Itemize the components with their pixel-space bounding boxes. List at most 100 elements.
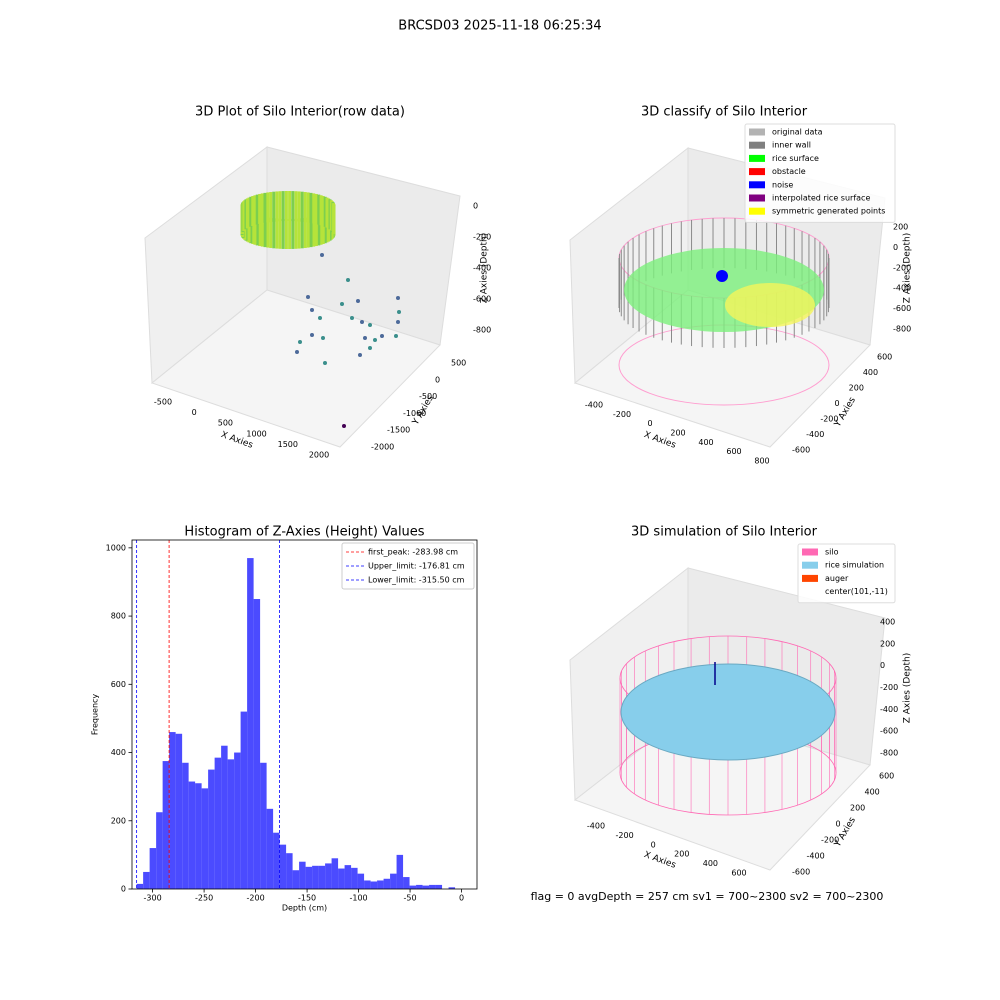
cloud-point <box>323 361 327 365</box>
z-tick-label: 200 <box>893 223 908 232</box>
cloud-point <box>363 336 367 340</box>
legend-swatch <box>802 561 818 569</box>
legend-label: interpolated rice surface <box>772 194 870 203</box>
bar <box>253 599 261 889</box>
z-tick-label: -200 <box>893 263 911 272</box>
point-cloud <box>240 191 401 428</box>
cloud-point <box>380 334 384 338</box>
plot-frame <box>131 539 478 890</box>
z-tick-label: -400 <box>880 705 898 714</box>
bar <box>312 865 319 889</box>
z-tick-label: -600 <box>880 727 898 736</box>
x-tick-label: -50 <box>404 894 417 903</box>
panel-title: 3D simulation of Silo Interior <box>631 525 818 540</box>
y-tick-label: 800 <box>111 612 126 621</box>
legend-label: rice simulation <box>825 561 884 570</box>
x-axis-label: Depth (cm) <box>282 904 327 913</box>
bar <box>422 885 430 889</box>
x-tick-label: 0 <box>647 419 652 428</box>
y-tick-label: -2000 <box>371 443 394 452</box>
legend-swatch <box>749 194 765 202</box>
z-tick-label: -600 <box>473 295 491 304</box>
bar <box>351 867 358 889</box>
bar <box>279 844 287 889</box>
cloud-point <box>346 278 350 282</box>
cloud-point <box>321 336 325 340</box>
bar <box>331 858 339 889</box>
rice-simulation <box>620 663 836 761</box>
bar <box>227 759 235 889</box>
x-tick-label: -200 <box>613 410 631 419</box>
bar <box>149 848 157 889</box>
z-tick-label: -400 <box>473 264 491 273</box>
bar <box>195 783 202 889</box>
bar <box>364 880 371 889</box>
bar <box>182 762 189 889</box>
sym-points <box>725 283 815 327</box>
cloud-point <box>396 296 400 300</box>
z-tick-label: 0 <box>880 661 885 670</box>
legend-swatch <box>749 181 765 189</box>
legend-swatch <box>749 207 765 215</box>
bar <box>403 877 410 889</box>
bar <box>156 812 163 889</box>
bar <box>299 861 306 889</box>
bar <box>175 733 183 889</box>
cloud-point <box>396 320 400 324</box>
z-tick-label: 0 <box>893 243 898 252</box>
z-tick-label: -400 <box>893 284 911 293</box>
pane-floor <box>573 289 871 448</box>
legend-label: rice surface <box>772 154 819 163</box>
cloud-point <box>368 323 372 327</box>
cloud-point <box>310 333 314 337</box>
y-tick-label: -200 <box>820 415 838 424</box>
x-tick-label: 600 <box>731 869 746 878</box>
y-tick-label: 600 <box>879 772 894 781</box>
y-tick-label: 600 <box>111 680 126 689</box>
legend-box <box>797 543 896 604</box>
bar <box>273 832 280 889</box>
z-tick-label: -800 <box>473 326 491 335</box>
y-tick-label: -1500 <box>387 426 410 435</box>
y-tick-label: 200 <box>111 816 126 825</box>
y-tick-label: 400 <box>111 748 126 757</box>
z-tick-label: -800 <box>880 749 898 758</box>
legend-box <box>341 542 475 590</box>
legend-label: Upper_limit: -176.81 cm <box>368 562 465 571</box>
x-tick-label: 0 <box>459 894 464 903</box>
x-tick-label: 2000 <box>309 451 329 460</box>
point-cloud <box>619 635 837 816</box>
legend-label: center(101,-11) <box>825 587 888 596</box>
cloud-point <box>368 346 372 350</box>
x-tick-label: -200 <box>616 831 634 840</box>
panel-title: 3D classify of Silo Interior <box>641 105 808 120</box>
z-axis-label: Z Axies (Depth) <box>480 233 490 304</box>
bar <box>370 881 378 889</box>
x-tick-label: -100 <box>349 894 367 903</box>
bar <box>344 865 352 889</box>
cloud-point <box>397 310 401 314</box>
bar <box>221 745 228 889</box>
legend-label: Lower_limit: -315.50 cm <box>368 576 465 585</box>
bar <box>292 870 300 889</box>
cloud-point <box>394 334 398 338</box>
bar <box>240 711 248 889</box>
hist-title: Histogram of Z-Axies (Height) Values <box>184 525 424 540</box>
bar <box>266 808 274 889</box>
panel-title: 3D Plot of Silo Interior(row data) <box>195 105 405 120</box>
bar <box>338 868 345 889</box>
legend-label: auger <box>825 574 849 583</box>
pane-floor <box>150 289 441 448</box>
z-tick-label: 400 <box>880 618 895 627</box>
status-text: flag = 0 avgDepth = 257 cm sv1 = 700~230… <box>531 890 884 903</box>
bar <box>169 732 176 889</box>
x-tick-label: 1500 <box>278 440 298 449</box>
cloud-point <box>373 338 377 342</box>
bar <box>396 854 404 889</box>
y-tick-label: 0 <box>121 885 126 894</box>
bar <box>208 769 215 889</box>
y-tick-label: -1000 <box>403 409 426 418</box>
cloud-point <box>320 253 324 257</box>
cloud-point <box>310 308 314 312</box>
